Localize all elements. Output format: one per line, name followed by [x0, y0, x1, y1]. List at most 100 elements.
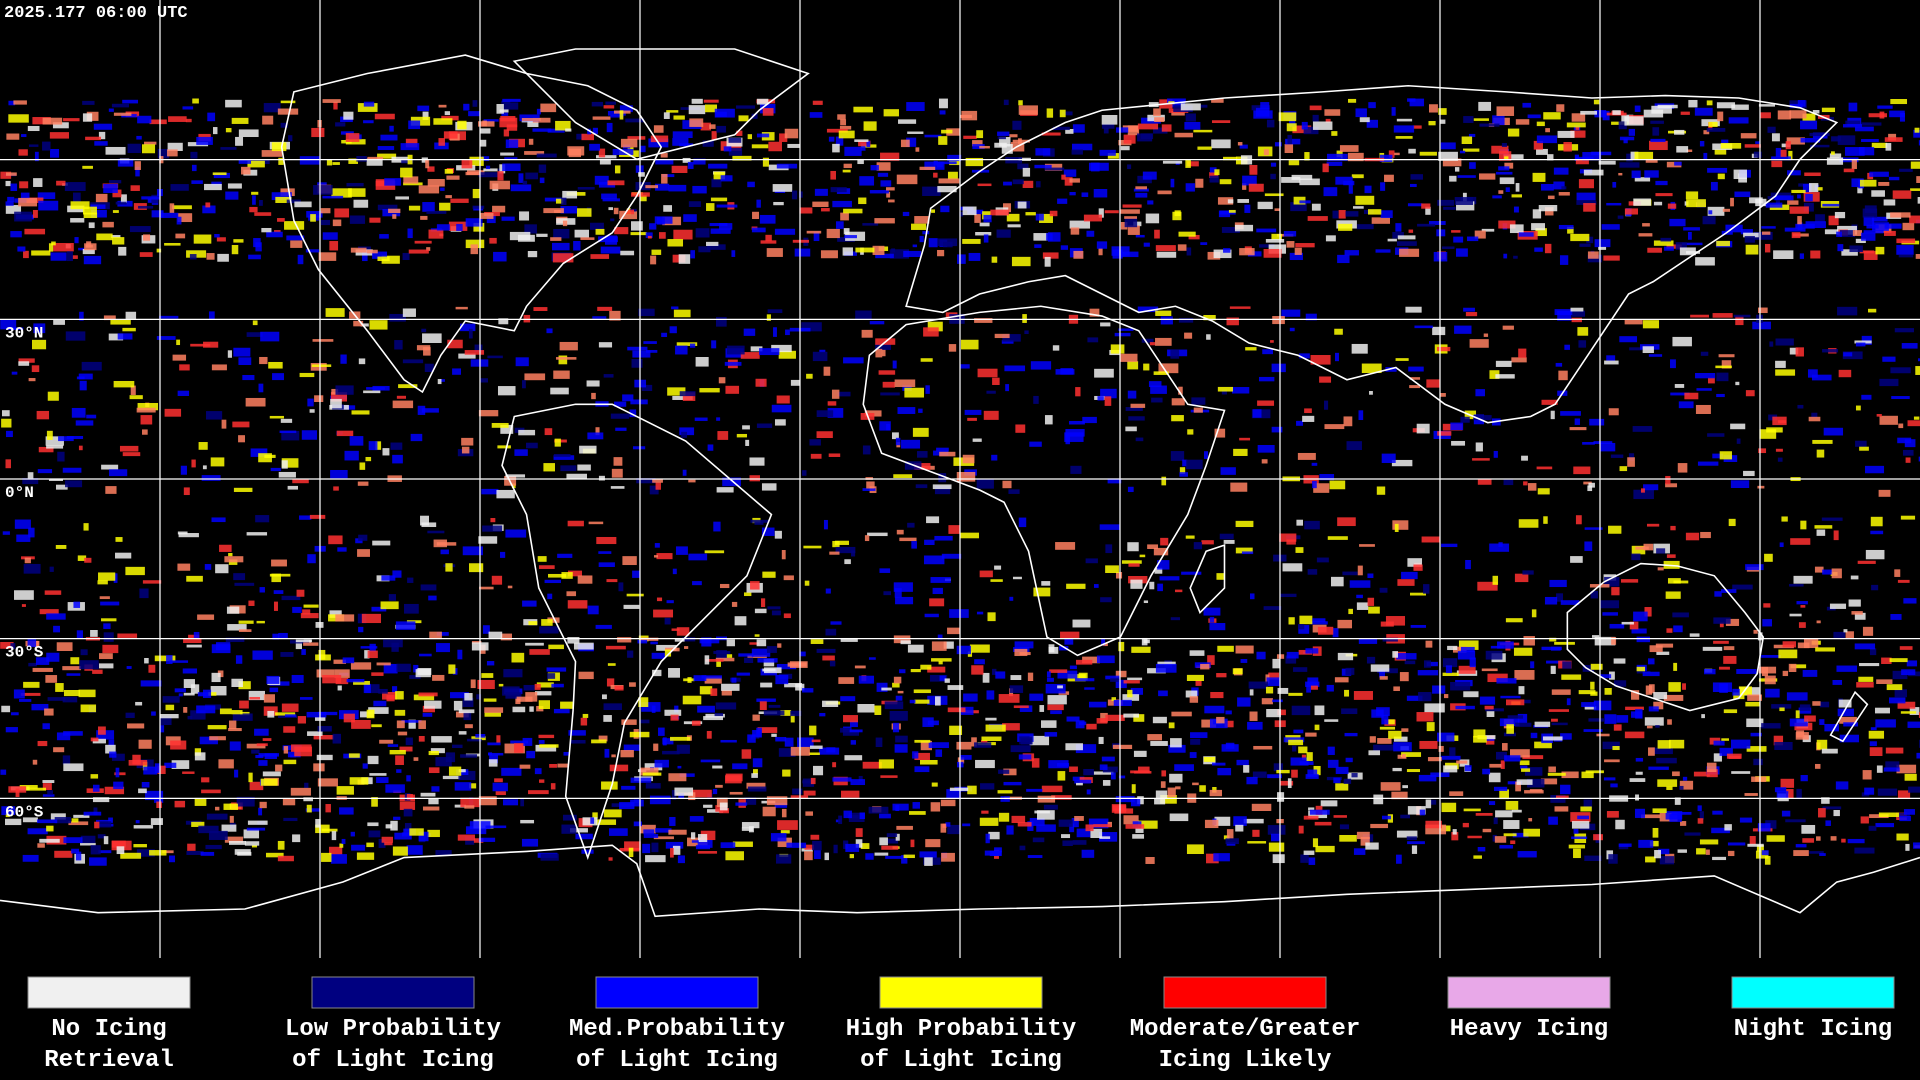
icing-patch: [843, 208, 863, 214]
icing-patch: [346, 679, 365, 683]
icing-patch: [664, 617, 671, 625]
icing-patch: [1606, 811, 1619, 818]
icing-patch: [1733, 692, 1745, 700]
icing-patch: [1773, 250, 1794, 260]
icing-patch: [663, 112, 670, 119]
icing-patch: [539, 779, 545, 783]
icing-patch: [72, 255, 78, 259]
icing-patch: [756, 199, 761, 208]
icing-patch: [79, 311, 84, 321]
icing-patch: [333, 101, 338, 110]
icing-patch: [1689, 633, 1700, 637]
icing-patch: [643, 833, 659, 838]
icing-patch: [1907, 420, 1920, 427]
icing-patch: [237, 851, 252, 856]
icing-patch: [363, 683, 371, 694]
icing-patch: [1137, 123, 1159, 130]
icing-patch: [1426, 379, 1440, 388]
icing-patch: [1419, 740, 1438, 749]
icing-patch: [1180, 103, 1201, 111]
icing-patch: [174, 800, 186, 808]
icing-patch: [302, 609, 311, 615]
icing-patch: [1227, 199, 1234, 204]
icing-patch: [1427, 757, 1442, 762]
icing-patch: [1035, 213, 1044, 221]
icing-patch: [778, 350, 796, 359]
icing-patch: [1351, 174, 1364, 179]
icing-patch: [550, 237, 562, 241]
icing-patch: [371, 797, 378, 807]
icing-patch: [489, 180, 510, 190]
icing-patch: [822, 700, 839, 707]
icing-patch: [1044, 163, 1063, 171]
icing-patch: [1266, 119, 1275, 128]
icing-patch: [844, 559, 851, 565]
icing-patch: [770, 833, 787, 842]
icing-patch: [1303, 850, 1315, 855]
icing-patch: [438, 104, 447, 108]
icing-patch: [1098, 208, 1104, 218]
icing-patch: [228, 727, 242, 732]
icing-patch: [469, 783, 477, 789]
icing-patch: [1594, 239, 1611, 248]
icing-patch: [1159, 576, 1180, 581]
icing-patch: [912, 244, 918, 248]
icing-patch: [278, 471, 296, 478]
icing-patch: [1517, 851, 1537, 858]
icing-patch: [1536, 466, 1553, 470]
icing-patch: [5, 430, 13, 438]
icing-patch: [878, 759, 894, 769]
icing-patch: [799, 207, 813, 214]
icing-patch: [310, 214, 316, 222]
icing-patch: [135, 166, 140, 177]
icing-patch: [1105, 565, 1119, 574]
icing-patch: [365, 456, 372, 462]
icing-patch: [537, 556, 547, 562]
icing-patch: [1693, 771, 1710, 777]
icing-patch: [747, 786, 767, 792]
icing-patch: [194, 752, 206, 761]
icing-patch: [385, 784, 405, 793]
icing-patch: [1623, 138, 1628, 144]
icing-patch: [1788, 663, 1797, 673]
icing-patch: [1226, 317, 1239, 326]
icing-patch: [1289, 252, 1303, 261]
icing-patch: [715, 784, 723, 788]
icing-patch: [1817, 187, 1823, 191]
icing-patch: [1209, 172, 1219, 178]
icing-patch: [487, 355, 503, 359]
icing-patch: [55, 683, 64, 692]
icing-patch: [210, 457, 225, 467]
icing-patch: [1160, 781, 1166, 788]
icing-patch: [1392, 520, 1409, 530]
icing-patch: [864, 535, 870, 542]
icing-patch: [1022, 167, 1031, 177]
icing-patch: [1712, 453, 1724, 459]
icing-patch: [8, 114, 29, 123]
icing-patch: [478, 536, 498, 544]
icing-patch: [283, 817, 298, 822]
icing-patch: [267, 710, 275, 718]
icing-patch: [1353, 848, 1366, 855]
icing-patch: [221, 419, 227, 429]
icing-patch: [754, 634, 760, 637]
icing-patch: [1086, 789, 1091, 795]
icing-patch: [1292, 745, 1297, 752]
icing-patch: [1263, 149, 1269, 156]
icing-patch: [178, 693, 183, 697]
icing-patch: [1098, 736, 1104, 745]
icing-patch: [408, 719, 416, 729]
icing-patch: [581, 133, 594, 141]
icing-patch: [1, 410, 10, 417]
icing-patch: [98, 663, 114, 669]
icing-patch: [500, 424, 514, 434]
icing-patch: [246, 332, 263, 337]
icing-patch: [483, 698, 497, 702]
icing-patch: [231, 678, 243, 688]
icing-patch: [1162, 160, 1183, 164]
icing-patch: [1854, 847, 1875, 854]
icing-patch: [1906, 660, 1918, 667]
icing-patch: [474, 344, 483, 353]
icing-patch: [363, 390, 381, 394]
icing-patch: [1837, 135, 1856, 145]
